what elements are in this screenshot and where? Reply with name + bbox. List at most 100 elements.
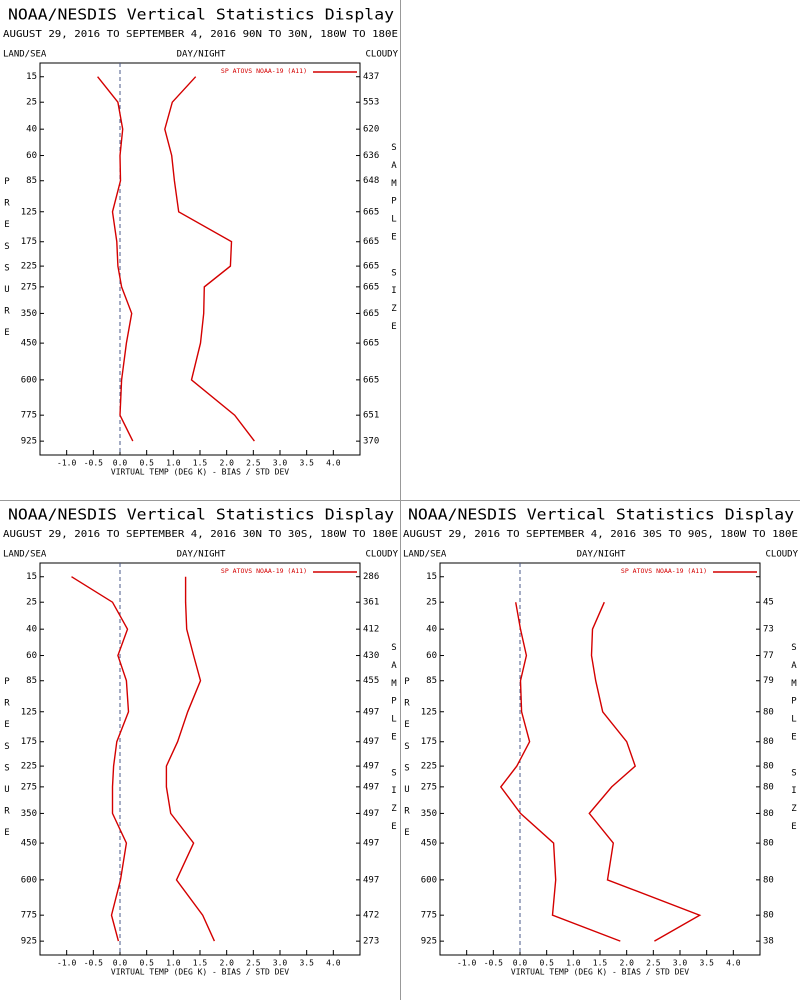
x-tick-label: 3.0	[273, 459, 288, 468]
sample-size: 497	[363, 762, 379, 772]
x-tick-label: 3.5	[699, 959, 714, 968]
y-tick-label: 275	[21, 782, 37, 792]
y-tick-label: 40	[26, 625, 37, 635]
y-tick-label: 60	[26, 651, 37, 661]
legend-label: SP ATOVS NOAA-19 (A11)	[621, 567, 707, 575]
x-tick-label: -1.0	[57, 459, 76, 468]
filter-label: LAND/SEA	[403, 550, 447, 560]
legend-label: SP ATOVS NOAA-19 (A11)	[221, 67, 307, 75]
bias-line	[71, 576, 130, 942]
y-tick-label: 350	[21, 809, 37, 819]
x-tick-label: 3.0	[673, 959, 688, 968]
chart-title: NOAA/NESDIS Vertical Statistics Display	[8, 6, 394, 24]
x-tick-label: 1.0	[166, 959, 181, 968]
chart-subtitle: AUGUST 29, 2016 TO SEPTEMBER 4, 2016 90N…	[3, 29, 398, 40]
x-tick-label: -0.5	[84, 459, 103, 468]
sample-size: 437	[363, 72, 379, 82]
y-tick-label: 85	[26, 676, 37, 686]
y-tick-label: 175	[421, 737, 437, 747]
x-tick-label: 4.0	[726, 959, 741, 968]
x-tick-label: 2.5	[646, 959, 661, 968]
y-tick-label: 125	[21, 707, 37, 717]
sample-size: 80	[763, 911, 774, 921]
x-tick-label: -1.0	[57, 959, 76, 968]
x-tick-label: 1.5	[193, 959, 208, 968]
filter-label: CLOUDY	[365, 50, 398, 60]
x-tick-label: -1.0	[457, 959, 476, 968]
x-tick-label: 0.0	[113, 959, 128, 968]
x-axis-title: VIRTUAL TEMP (DEG K) - BIAS / STD DEV	[511, 968, 689, 977]
y-tick-label: 40	[26, 125, 37, 135]
y-tick-label: 60	[26, 151, 37, 161]
sample-size: 665	[363, 237, 379, 247]
sample-size: 455	[363, 676, 379, 686]
sample-size: 497	[363, 809, 379, 819]
std-dev-line	[588, 601, 702, 942]
y-tick-label: 60	[426, 651, 437, 661]
x-tick-label: 0.0	[113, 459, 128, 468]
sample-size: 497	[363, 782, 379, 792]
sample-size: 77	[763, 651, 774, 661]
sample-size: 648	[363, 176, 379, 186]
sample-size: 273	[363, 937, 379, 947]
x-tick-label: 4.0	[326, 959, 341, 968]
y-tick-label: 275	[421, 782, 437, 792]
y-tick-label: 450	[21, 339, 37, 349]
chart-subtitle: AUGUST 29, 2016 TO SEPTEMBER 4, 2016 30S…	[403, 529, 798, 540]
sample-size: 80	[763, 737, 774, 747]
sample-size: 38	[763, 937, 774, 947]
y-tick-label: 925	[421, 937, 437, 947]
y-tick-label: 85	[426, 676, 437, 686]
x-tick-label: 3.0	[273, 959, 288, 968]
y-tick-label: 275	[21, 282, 37, 292]
sample-size: 80	[763, 809, 774, 819]
sample-size: 45	[763, 598, 774, 608]
y-tick-label: 350	[421, 809, 437, 819]
sample-size: 412	[363, 625, 379, 635]
y-tick-label: 450	[421, 839, 437, 849]
x-tick-label: 2.0	[619, 959, 634, 968]
sample-size: 73	[763, 625, 774, 635]
y-tick-label: 225	[21, 262, 37, 272]
y-tick-label: 600	[21, 875, 37, 885]
y-tick-label: 175	[21, 737, 37, 747]
sample-size: 651	[363, 411, 379, 421]
x-tick-label: 3.5	[299, 959, 314, 968]
y-tick-label: 15	[426, 572, 437, 582]
sample-size: 665	[363, 282, 379, 292]
x-tick-label: 0.0	[513, 959, 528, 968]
y-tick-label: 450	[21, 839, 37, 849]
sample-size: 497	[363, 737, 379, 747]
y-tick-label: 25	[26, 98, 37, 108]
filter-label: LAND/SEA	[3, 50, 47, 60]
sample-size: 665	[363, 309, 379, 319]
x-axis-title: VIRTUAL TEMP (DEG K) - BIAS / STD DEV	[111, 468, 289, 477]
y-tick-label: 125	[21, 207, 37, 217]
sample-size: 80	[763, 762, 774, 772]
y-tick-label: 600	[21, 375, 37, 385]
y-tick-label: 350	[21, 309, 37, 319]
bias-line	[499, 602, 621, 942]
sample-size: 497	[363, 839, 379, 849]
sample-size: 361	[363, 598, 379, 608]
x-tick-label: 2.0	[219, 459, 234, 468]
sample-size: 665	[363, 339, 379, 349]
y-tick-label: 775	[21, 911, 37, 921]
y-tick-label: 175	[21, 237, 37, 247]
chart-panel: NOAA/NESDIS Vertical Statistics Display A…	[3, 506, 399, 977]
chart-subtitle: AUGUST 29, 2016 TO SEPTEMBER 4, 2016 30N…	[3, 529, 398, 540]
sample-size: 665	[363, 375, 379, 385]
sample-size: 665	[363, 262, 379, 272]
x-tick-label: 2.0	[219, 959, 234, 968]
filter-label: DAY/NIGHT	[177, 50, 226, 60]
x-tick-label: 1.5	[193, 459, 208, 468]
sample-size: 620	[363, 125, 379, 135]
y-tick-label: 225	[21, 762, 37, 772]
filter-label: CLOUDY	[365, 550, 398, 560]
sample-size: 79	[763, 676, 774, 686]
